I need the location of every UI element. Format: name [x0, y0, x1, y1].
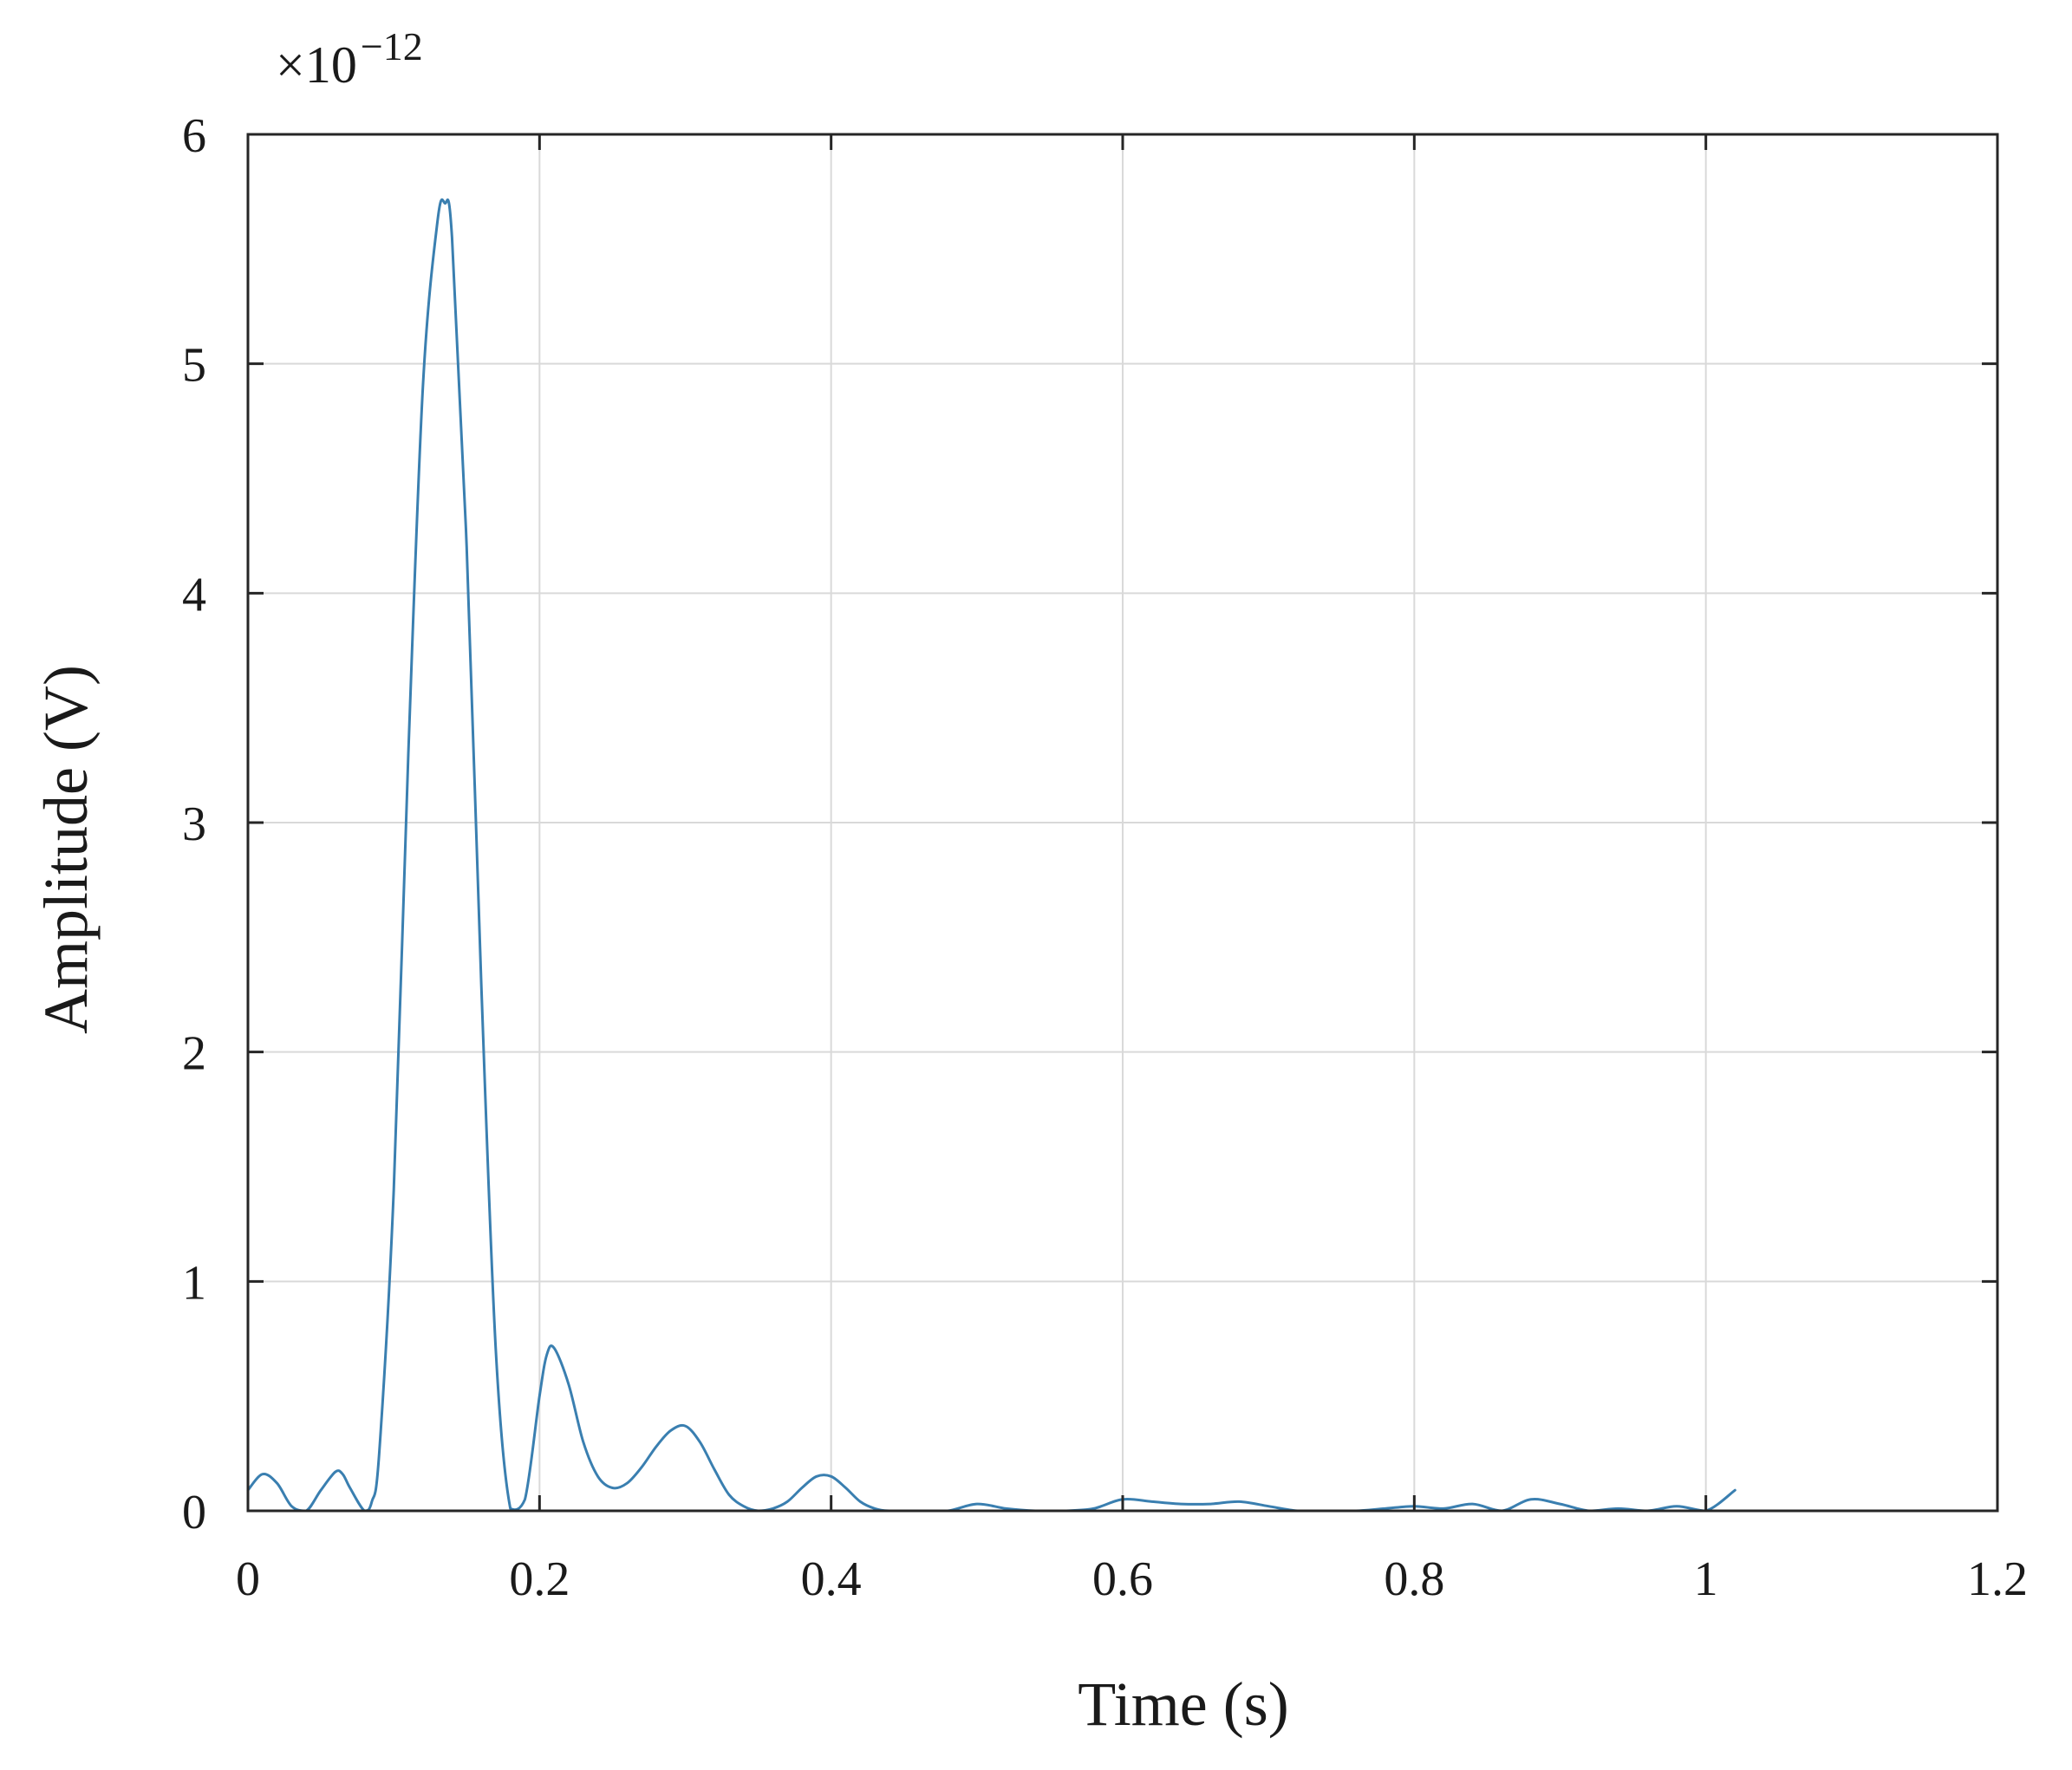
- x-tick-label: 0.4: [801, 1552, 862, 1606]
- y-axis-label: Amplitude (V): [31, 665, 101, 1034]
- x-tick-label: 1: [1694, 1552, 1718, 1606]
- grid-layer: [248, 134, 1997, 1511]
- y-tick-label: 2: [182, 1027, 206, 1081]
- x-tick-label: 1.2: [1967, 1552, 2028, 1606]
- tick-layer: [246, 133, 1999, 1513]
- y-scale-factor-exponent: −12: [361, 24, 423, 68]
- x-tick-labels: 0 0.2 0.4 0.6 0.8 1 1.2: [236, 1552, 2028, 1606]
- y-tick-label: 3: [182, 797, 206, 851]
- y-tick-label: 5: [182, 339, 206, 393]
- y-scale-factor: ×10 −12: [276, 24, 423, 94]
- y-tick-label: 4: [182, 568, 206, 621]
- x-tick-label: 0.6: [1092, 1552, 1153, 1606]
- y-scale-factor-base: ×10: [276, 36, 357, 94]
- y-tick-label: 6: [182, 109, 206, 163]
- x-tick-label: 0.2: [509, 1552, 570, 1606]
- y-tick-label: 1: [182, 1256, 206, 1310]
- y-tick-labels: 0 1 2 3 4 5 6: [182, 109, 206, 1539]
- x-axis-label: Time (s): [1078, 1669, 1288, 1739]
- y-tick-label: 0: [182, 1486, 206, 1539]
- x-tick-label: 0: [236, 1552, 260, 1606]
- x-tick-label: 0.8: [1384, 1552, 1444, 1606]
